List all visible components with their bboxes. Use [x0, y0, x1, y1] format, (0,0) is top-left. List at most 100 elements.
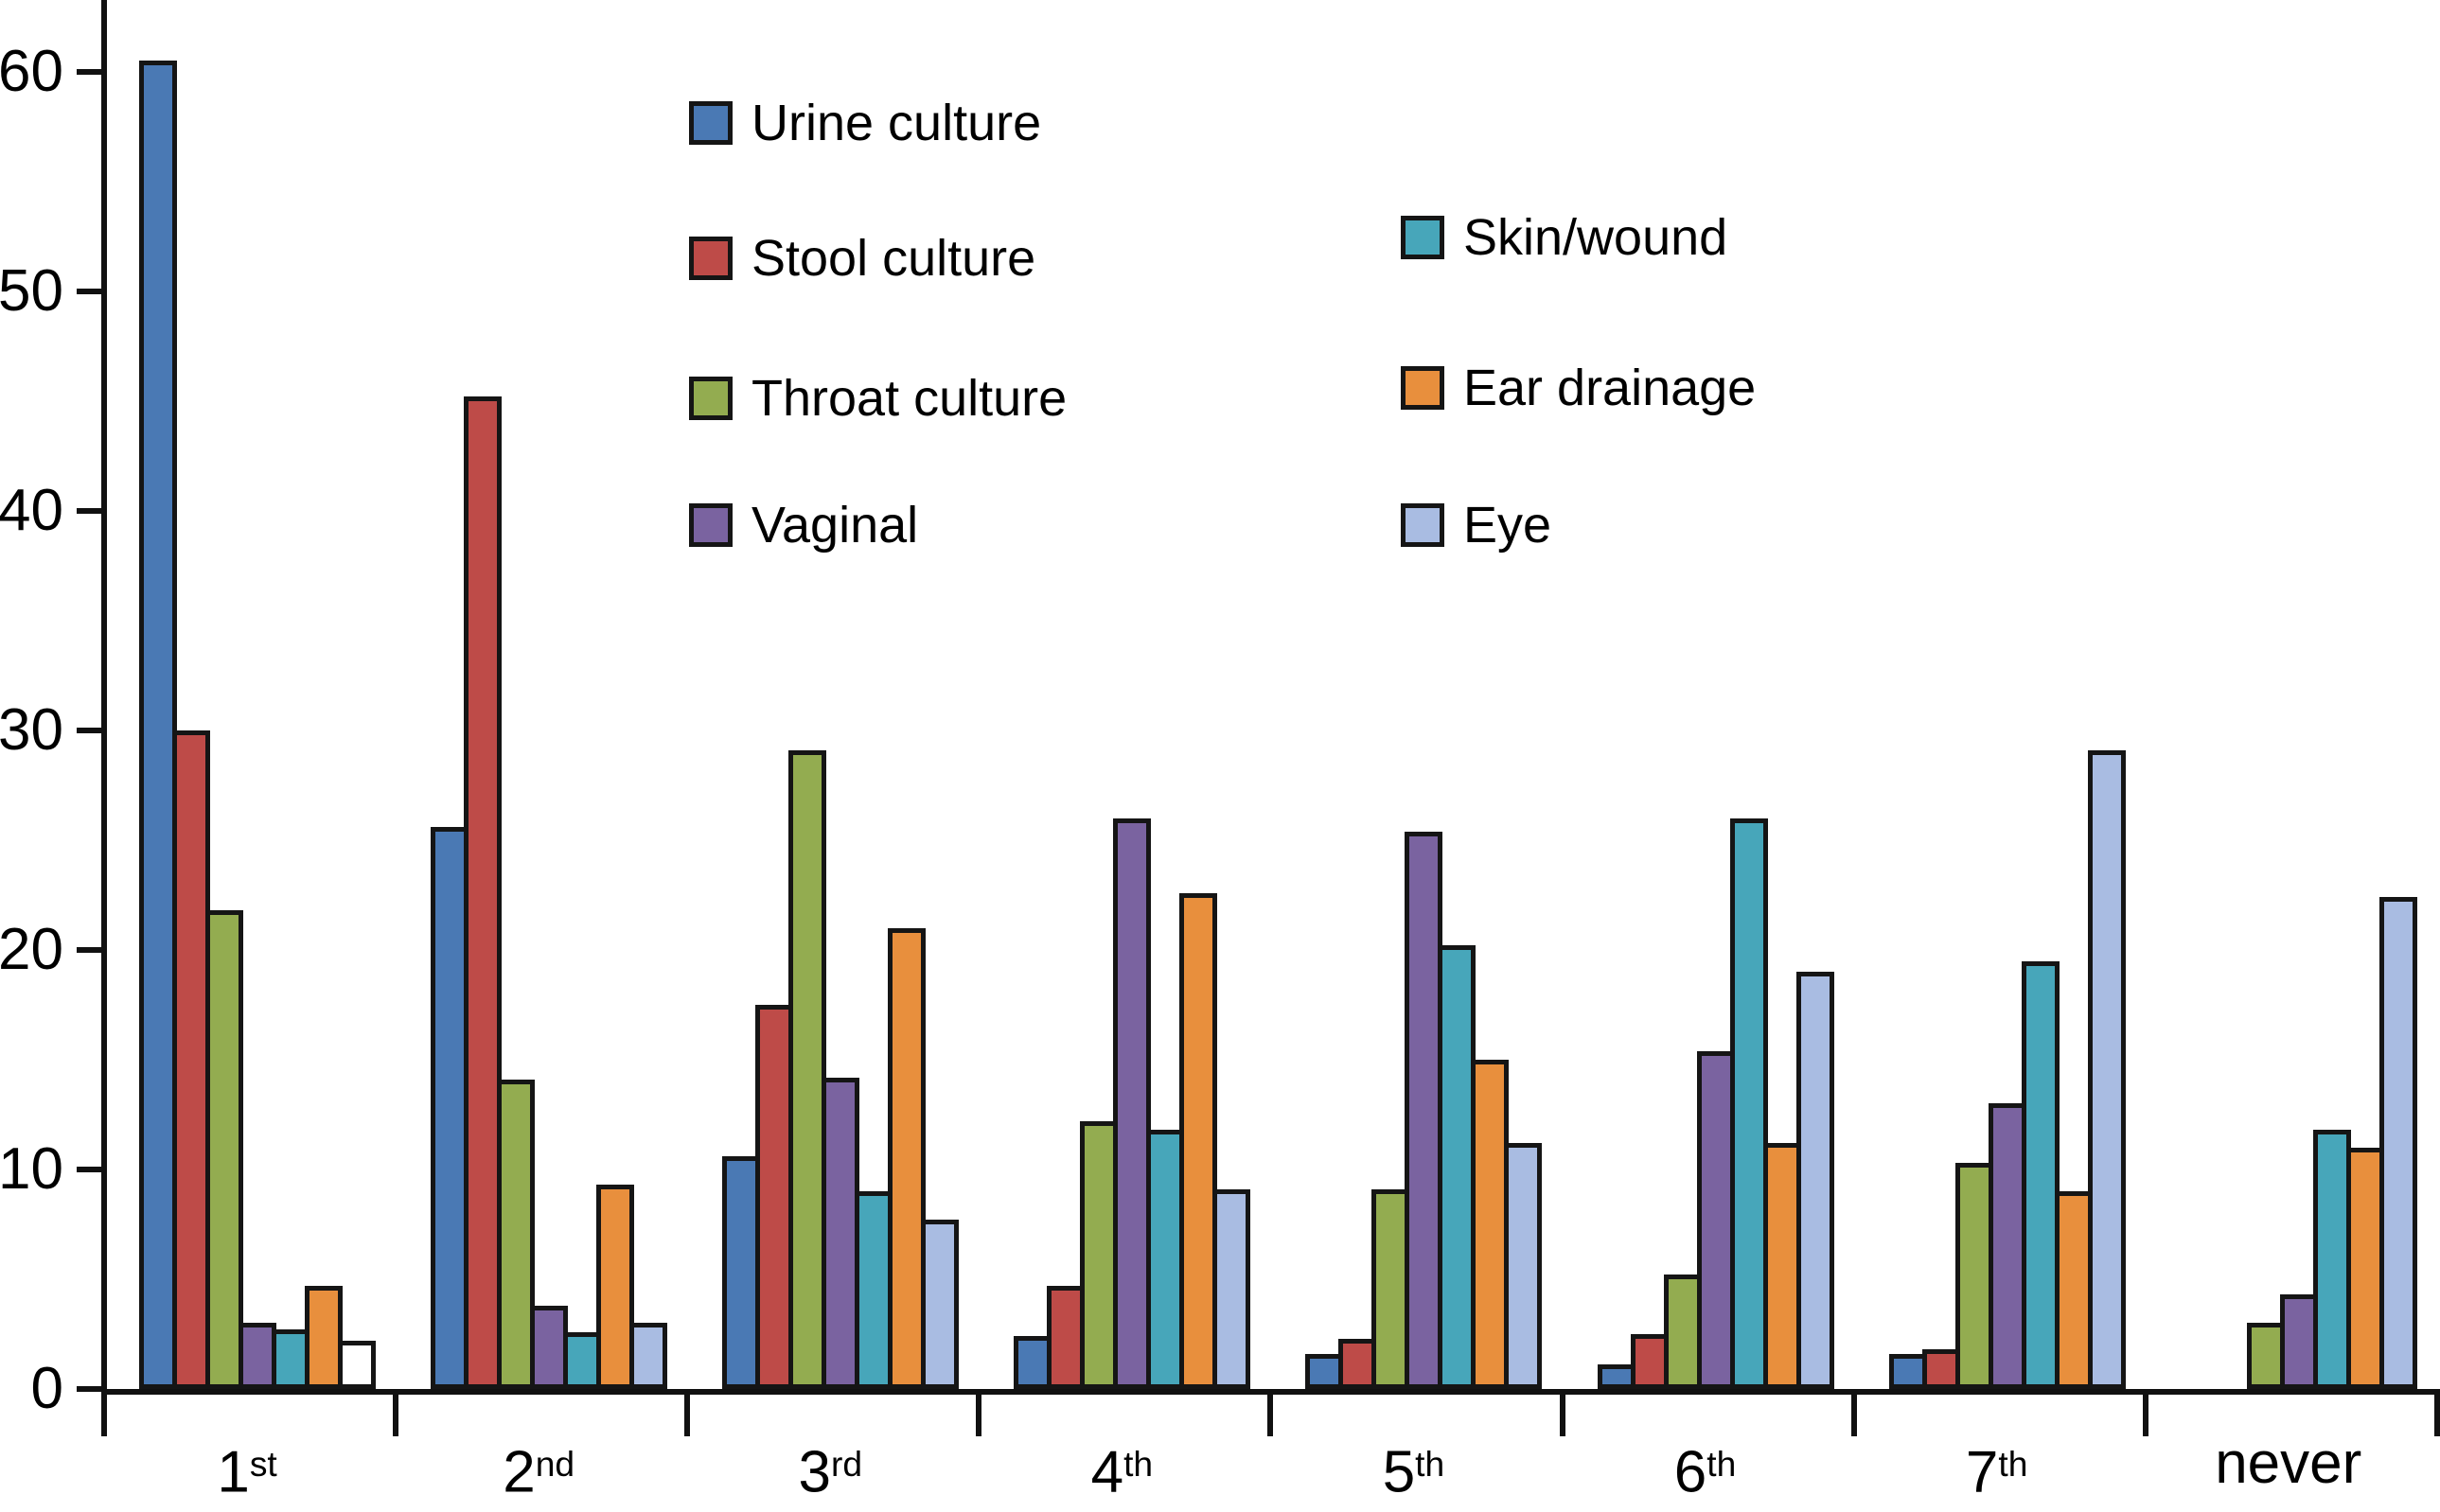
x-tick-5 [1559, 1395, 1565, 1436]
legend-swatch-throat-culture [689, 377, 733, 420]
legend-swatch-ear-drainage [1401, 366, 1444, 410]
x-label-ordinal-suffix: rd [830, 1444, 863, 1484]
x-label-base: 5 [1382, 1439, 1416, 1505]
x-label-base: 7 [1965, 1439, 1999, 1505]
bar-urine-culture-6th [1597, 1364, 1636, 1389]
y-tick-label-40: 40 [0, 478, 63, 543]
legend-item-ear-drainage: Ear drainage [1401, 360, 1757, 416]
y-tick-60 [77, 69, 101, 75]
x-tick-3 [976, 1395, 982, 1436]
legend-item-urine-culture: Urine culture [689, 97, 1041, 149]
x-label-ordinal-suffix: nd [535, 1444, 575, 1484]
bar-urine-culture-3rd [722, 1156, 761, 1389]
legend-swatch-urine-culture [689, 101, 733, 145]
bar-eye-6th [1795, 972, 1834, 1389]
x-category-label-4th: 4th [980, 1431, 1264, 1506]
x-tick-0 [101, 1395, 107, 1436]
legend-label-throat-culture: Throat culture [751, 370, 1068, 427]
legend-item-eye: Eye [1401, 497, 1552, 554]
x-label-ordinal-suffix: th [1706, 1444, 1737, 1484]
bar-urine-culture-5th [1305, 1354, 1344, 1389]
bar-stool-culture-4th [1047, 1286, 1086, 1389]
bar-throat-culture-5th [1371, 1189, 1410, 1389]
bar-vaginal-3rd [822, 1078, 860, 1389]
legend-swatch-skin-wound [1401, 216, 1444, 259]
bar-vaginal-1st [239, 1323, 276, 1389]
bar-throat-culture-1st [205, 910, 243, 1389]
bar-stool-culture-5th [1338, 1339, 1377, 1389]
bar-ear-drainage-7th [2054, 1191, 2093, 1389]
bar-vaginal-7th [1988, 1103, 2026, 1389]
x-category-label-2nd: 2nd [397, 1431, 681, 1506]
bar-ear-drainage-4th [1179, 893, 1218, 1389]
x-label-ordinal-suffix: th [1415, 1444, 1445, 1484]
bar-urine-culture-4th [1014, 1336, 1052, 1389]
x-label-ordinal-suffix: st [249, 1444, 277, 1484]
bar-ear-drainage-5th [1471, 1060, 1510, 1389]
bar-eye-7th [2087, 750, 2126, 1389]
x-label-ordinal-suffix: th [1998, 1444, 2028, 1484]
x-category-label-5th: 5th [1271, 1431, 1555, 1506]
y-tick-label-50: 50 [0, 258, 63, 324]
y-tick-50 [77, 289, 101, 294]
bar-ear-drainage-2nd [596, 1185, 635, 1389]
y-tick-0 [77, 1386, 101, 1392]
x-tick-8 [2433, 1395, 2440, 1436]
legend-label-ear-drainage: Ear drainage [1463, 360, 1757, 416]
legend-swatch-vaginal [689, 503, 733, 547]
x-tick-6 [1850, 1395, 1857, 1436]
bar-urine-culture-7th [1888, 1354, 1927, 1389]
x-category-label-3rd: 3rd [688, 1431, 972, 1506]
bar-throat-culture-2nd [497, 1080, 536, 1389]
legend-item-throat-culture: Throat culture [689, 370, 1068, 427]
x-category-label-7th: 7th [1855, 1431, 2139, 1506]
bar-eye-never [2378, 897, 2417, 1389]
bar-eye-4th [1212, 1189, 1251, 1389]
y-tick-label-60: 60 [0, 39, 63, 104]
bar-urine-culture-1st [139, 61, 177, 1389]
bar-throat-culture-7th [1954, 1163, 1993, 1389]
legend-swatch-stool-culture [689, 237, 733, 280]
legend-label-stool-culture: Stool culture [751, 230, 1036, 287]
x-category-label-6th: 6th [1564, 1431, 1848, 1506]
bar-skin-wound-1st [272, 1329, 309, 1389]
bar-ear-drainage-1st [305, 1286, 343, 1389]
bar-eye-2nd [629, 1323, 668, 1389]
x-label-base: 2 [503, 1439, 536, 1505]
y-tick-40 [77, 508, 101, 514]
bar-vaginal-5th [1405, 832, 1443, 1389]
bar-skin-wound-4th [1146, 1130, 1185, 1389]
legend-item-vaginal: Vaginal [689, 497, 919, 554]
x-label-base: 1 [217, 1439, 250, 1505]
bar-eye-5th [1504, 1143, 1543, 1389]
legend-label-eye: Eye [1463, 497, 1552, 554]
y-tick-30 [77, 728, 101, 733]
bar-vaginal-6th [1696, 1051, 1735, 1389]
bar-skin-wound-3rd [855, 1191, 893, 1389]
y-tick-label-10: 10 [0, 1136, 63, 1202]
bar-throat-culture-never [2246, 1323, 2285, 1389]
x-category-label-1st: 1st [105, 1431, 389, 1506]
bar-vaginal-4th [1113, 818, 1152, 1389]
x-tick-4 [1267, 1395, 1274, 1436]
x-label-base: 6 [1673, 1439, 1707, 1505]
x-tick-1 [393, 1395, 399, 1436]
bar-vaginal-never [2279, 1294, 2318, 1389]
bar-throat-culture-3rd [788, 750, 827, 1389]
bar-skin-wound-6th [1729, 818, 1768, 1389]
legend-item-stool-culture: Stool culture [689, 230, 1036, 287]
x-label-base: never [2215, 1431, 2362, 1496]
bar-stool-culture-1st [172, 730, 210, 1389]
legend-swatch-eye [1401, 503, 1444, 547]
legend-label-skin-wound: Skin/wound [1463, 209, 1728, 266]
bar-throat-culture-6th [1663, 1275, 1702, 1389]
x-tick-7 [2142, 1395, 2148, 1436]
bar-stool-culture-7th [1921, 1349, 1960, 1389]
x-category-label-never: never [2147, 1431, 2431, 1497]
bar-urine-culture-2nd [431, 827, 469, 1389]
legend-label-vaginal: Vaginal [751, 497, 919, 554]
bar-skin-wound-2nd [563, 1332, 602, 1389]
y-tick-label-0: 0 [30, 1356, 63, 1421]
bar-skin-wound-7th [2021, 961, 2060, 1389]
